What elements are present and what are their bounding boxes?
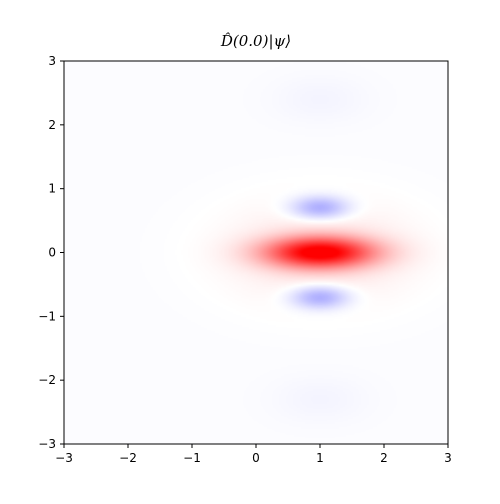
y-tick-label: 2 — [48, 118, 56, 132]
y-axis: 3 2 1 0 −1 −2 −3 — [38, 54, 64, 451]
heatmap-image — [64, 61, 448, 444]
x-tick-label: −3 — [55, 451, 73, 465]
y-tick-label: 0 — [48, 246, 56, 260]
x-tick-label: 2 — [380, 451, 388, 465]
y-tick-label: 3 — [48, 54, 56, 68]
y-tick-label: −3 — [38, 437, 56, 451]
x-axis: −3 −2 −1 0 1 2 3 — [55, 444, 452, 465]
x-tick-label: 3 — [444, 451, 452, 465]
chart-title: D̂(0.0)|ψ⟩ — [220, 32, 292, 50]
heatmap-layer — [64, 61, 448, 444]
y-tick-label: −1 — [38, 309, 56, 323]
x-tick-label: −1 — [183, 451, 201, 465]
y-tick-label: −2 — [38, 373, 56, 387]
x-tick-label: 0 — [252, 451, 260, 465]
y-tick-label: 1 — [48, 182, 56, 196]
x-tick-label: −2 — [119, 451, 137, 465]
x-tick-label: 1 — [316, 451, 324, 465]
